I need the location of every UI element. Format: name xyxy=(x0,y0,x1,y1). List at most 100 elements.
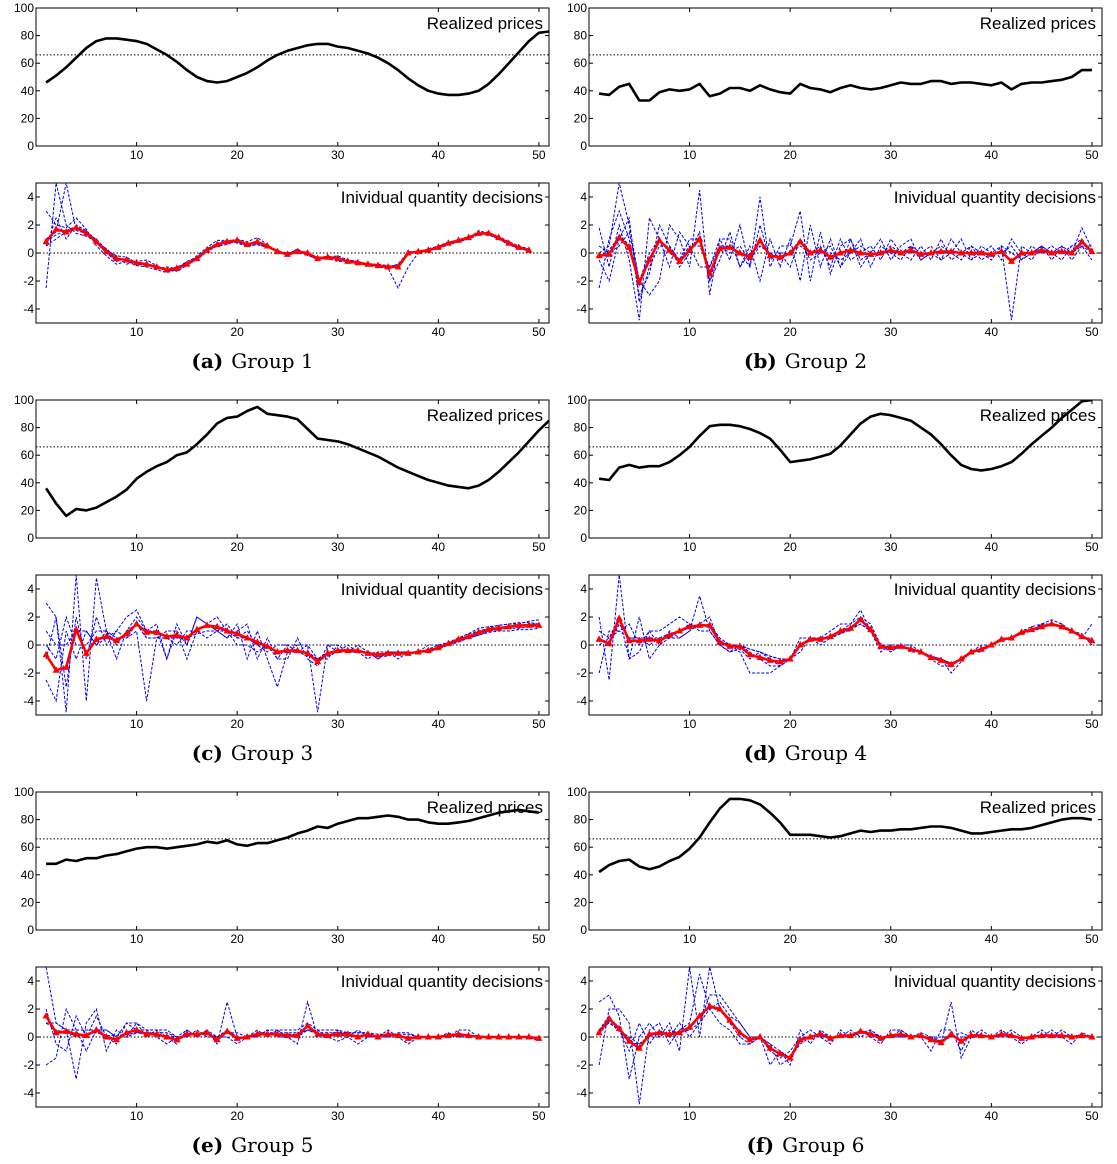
average-marker xyxy=(475,1033,483,1040)
average-marker xyxy=(977,645,985,652)
plot-frame xyxy=(35,791,550,931)
average-marker xyxy=(746,253,754,260)
quantity-panel-title: Inividual quantity decisions xyxy=(894,972,1096,991)
average-marker xyxy=(414,247,422,255)
plot-frame xyxy=(588,791,1103,931)
quantity-panel: 10 20 30 40 50 -4 -2 0 2 4 Inividual quantity deci… xyxy=(23,182,550,339)
average-marker xyxy=(334,254,342,262)
y-tick-label: -2 xyxy=(576,274,587,288)
average-marker xyxy=(112,1035,120,1043)
average-marker xyxy=(957,655,965,662)
average-marker xyxy=(967,1031,975,1039)
price-panel-title: Realized prices xyxy=(427,14,543,33)
average-marker xyxy=(283,1031,291,1039)
average-marker xyxy=(877,249,885,256)
average-marker xyxy=(706,621,714,628)
average-marker xyxy=(82,1031,90,1039)
average-marker xyxy=(505,1033,513,1040)
average-marker xyxy=(535,1034,543,1041)
x-tick-label: 20 xyxy=(783,540,797,554)
plot-frame xyxy=(588,399,1103,539)
caption-name: Group 2 xyxy=(785,349,867,373)
average-marker xyxy=(283,646,291,654)
average-marker xyxy=(786,1054,794,1061)
average-marker xyxy=(987,641,995,648)
y-tick-label: 2 xyxy=(580,610,587,624)
average-marker xyxy=(857,1027,865,1034)
average-marker xyxy=(816,246,824,253)
x-tick-label: 20 xyxy=(230,325,244,339)
price-line xyxy=(598,797,1093,874)
average-marker xyxy=(294,1031,302,1039)
average-marker xyxy=(937,247,945,255)
average-marker xyxy=(696,1012,704,1019)
average-marker xyxy=(605,1014,613,1022)
average-marker xyxy=(696,235,704,242)
x-tick-label: 40 xyxy=(432,540,446,554)
x-tick-label: 50 xyxy=(532,932,546,946)
average-marker xyxy=(645,256,653,263)
y-tick-label: 0 xyxy=(580,923,587,937)
y-tick-label: 60 xyxy=(574,448,588,462)
x-tick-label: 40 xyxy=(985,717,999,731)
y-tick-label: 0 xyxy=(27,1030,34,1044)
subfigure-caption: (f) Group 6 xyxy=(747,1133,865,1157)
average-marker xyxy=(605,639,613,647)
average-marker xyxy=(686,622,694,630)
x-tick-label: 30 xyxy=(884,325,898,339)
y-tick-label: 40 xyxy=(21,84,35,98)
y-tick-label: 0 xyxy=(27,246,34,260)
average-marker xyxy=(796,237,804,245)
average-marker xyxy=(233,1034,241,1041)
x-tick-label: 50 xyxy=(532,148,546,162)
average-marker xyxy=(686,246,694,253)
y-tick-label: 40 xyxy=(21,868,35,882)
average-marker xyxy=(495,233,503,241)
average-marker xyxy=(123,629,131,637)
average-marker xyxy=(52,225,60,232)
x-tick-label: 20 xyxy=(230,148,244,162)
average-marker xyxy=(364,649,372,656)
price-panel: 10 20 30 40 50 0 20 40 60 80 100 Realized prices xyxy=(567,785,1103,946)
average-marker xyxy=(495,624,503,631)
x-tick-label: 50 xyxy=(1085,540,1099,554)
average-marker xyxy=(1038,1031,1046,1039)
y-tick-label: -2 xyxy=(576,1058,587,1072)
individual-decision-line xyxy=(598,183,1093,296)
average-marker xyxy=(957,1037,965,1044)
average-marker xyxy=(1048,620,1056,627)
average-marker xyxy=(806,249,814,256)
average-marker xyxy=(836,627,844,634)
average-marker xyxy=(203,246,211,253)
average-marker xyxy=(816,635,824,642)
average-marker xyxy=(515,1033,523,1040)
average-marker xyxy=(736,642,744,649)
x-tick-label: 50 xyxy=(1085,1109,1099,1123)
average-marker xyxy=(183,1030,191,1037)
average-marker xyxy=(997,1030,1005,1037)
average-marker xyxy=(193,1030,201,1037)
x-tick-label: 20 xyxy=(783,325,797,339)
average-marker xyxy=(746,1035,754,1043)
x-tick-label: 30 xyxy=(884,540,898,554)
average-marker xyxy=(877,1034,885,1041)
price-line xyxy=(598,68,1092,102)
y-tick-label: 20 xyxy=(21,895,35,909)
y-tick-label: 80 xyxy=(21,813,35,827)
average-marker xyxy=(424,1033,432,1040)
y-tick-label: -4 xyxy=(576,302,587,316)
individual-decision-line xyxy=(598,196,1093,321)
average-marker xyxy=(927,1035,935,1043)
average-marker xyxy=(173,264,181,271)
average-marker xyxy=(665,246,673,253)
average-marker xyxy=(676,1028,684,1036)
average-marker xyxy=(223,627,231,634)
quantity-series xyxy=(42,183,533,290)
average-marker xyxy=(907,246,915,253)
average-marker xyxy=(1028,1033,1036,1040)
average-marker xyxy=(635,1044,643,1051)
y-tick-label: 2 xyxy=(27,1002,34,1016)
average-marker xyxy=(987,250,995,257)
y-tick-label: 4 xyxy=(580,190,587,204)
y-tick-label: 80 xyxy=(574,813,588,827)
